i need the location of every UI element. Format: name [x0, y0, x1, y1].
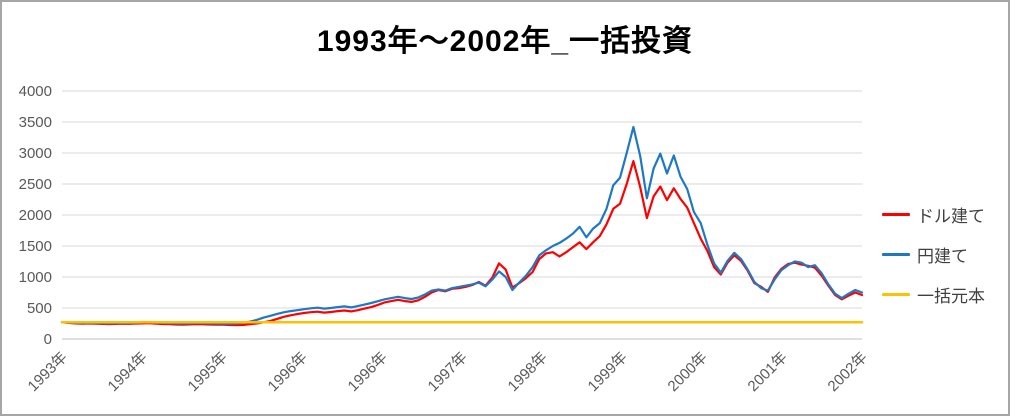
plot-area: 0 500 1000 1500 2000 2500 3000 3500 4000 1993年 199… — [19, 83, 871, 395]
y-axis-tick-label: 3000 — [19, 145, 52, 162]
y-axis-tick-label: 4000 — [19, 83, 52, 100]
legend-label-yen: 円建て — [917, 247, 968, 266]
legend-swatch-principal — [882, 293, 910, 296]
legend-swatch-yen — [882, 253, 910, 256]
x-axis-tick-label: 1996年 — [345, 349, 391, 395]
y-axis-tick-label: 500 — [27, 300, 52, 317]
x-axis-tick-label: 1997年 — [425, 349, 471, 395]
y-axis-tick-label: 2500 — [19, 176, 52, 193]
x-axis-tick-label: 2000年 — [665, 349, 711, 395]
x-axis-tick-label: 1998年 — [505, 349, 551, 395]
y-axis-tick-label: 0 — [44, 331, 52, 348]
y-axis-tick-label: 2000 — [19, 207, 52, 224]
legend-label-dollar: ドル建て — [917, 207, 985, 226]
legend-swatch-dollar — [882, 213, 910, 216]
x-axis-tick-label: 1994年 — [105, 349, 151, 395]
legend: ドル建て円建て一括元本 — [882, 202, 985, 307]
x-axis-tick-label: 2001年 — [745, 349, 791, 395]
legend-item-principal: 一括元本 — [882, 282, 985, 307]
x-axis-tick-label: 1995年 — [185, 349, 231, 395]
x-axis-tick-label: 1993年 — [25, 349, 71, 395]
series-line-yen — [60, 125, 864, 325]
legend-label-principal: 一括元本 — [917, 287, 985, 306]
series-line-dollar — [60, 160, 864, 327]
legend-item-dollar: ドル建て — [882, 202, 985, 227]
x-axis-tick-label: 1999年 — [585, 349, 631, 395]
x-axis-tick-label: 1996年 — [265, 349, 311, 395]
legend-item-yen: 円建て — [882, 242, 985, 267]
chart-title: 1993年～2002年_一括投資 — [316, 25, 694, 58]
y-axis-tick-label: 3500 — [19, 114, 52, 131]
y-axis-tick-label: 1500 — [19, 238, 52, 255]
y-axis-tick-label: 1000 — [19, 269, 52, 286]
x-axis-tick-label: 2002年 — [825, 349, 871, 395]
